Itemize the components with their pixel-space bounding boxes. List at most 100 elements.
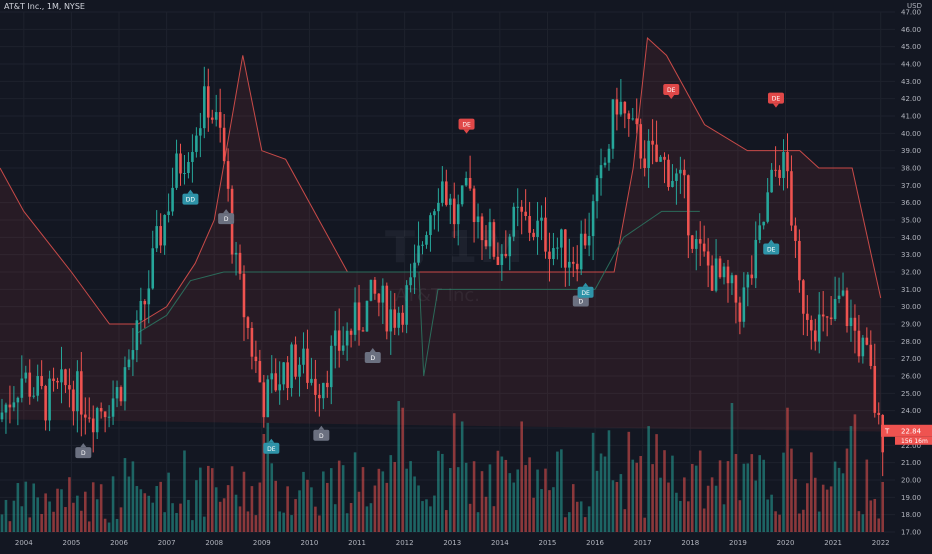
- volume-bar: [766, 499, 769, 532]
- volume-bar: [468, 503, 472, 532]
- event-marker: D: [75, 443, 92, 459]
- candle-body: [710, 265, 714, 291]
- volume-bar: [639, 456, 642, 532]
- marker-label: D: [370, 355, 375, 362]
- volume-bar: [401, 407, 404, 532]
- candle-body: [730, 275, 734, 284]
- volume-bar: [119, 507, 123, 532]
- volume-bar: [52, 511, 55, 532]
- candle-body: [123, 367, 127, 402]
- volume-bar: [861, 514, 865, 532]
- candle-body: [603, 162, 607, 166]
- candle-body: [203, 86, 206, 129]
- volume-bar: [833, 461, 837, 532]
- volume-bar: [242, 471, 246, 532]
- candle-body: [306, 348, 309, 383]
- candle-body: [806, 313, 809, 320]
- candle-body: [246, 317, 250, 328]
- volume-bar: [314, 506, 317, 532]
- candle-body: [611, 99, 615, 149]
- volume-bar: [611, 480, 615, 532]
- candle-body: [167, 211, 170, 216]
- candle-body: [516, 206, 520, 208]
- volume-bar: [520, 421, 523, 532]
- y-tick-label: 17.00: [901, 529, 921, 537]
- volume-bar: [191, 520, 194, 532]
- event-marker: D: [218, 209, 235, 225]
- volume-bar: [167, 472, 170, 532]
- candle-body: [857, 330, 861, 357]
- candle-body: [270, 373, 274, 380]
- volume-bar: [548, 490, 551, 532]
- volume-bar: [218, 501, 222, 532]
- y-tick-label: 28.00: [901, 338, 921, 346]
- candle-body: [365, 300, 369, 332]
- marker-badge: [458, 118, 475, 130]
- volume-bar: [730, 403, 734, 532]
- volume-bar: [20, 506, 24, 532]
- watermark-symbol: T, 1M: [385, 222, 526, 273]
- marker-label: D: [81, 450, 86, 457]
- candle-body: [698, 239, 702, 244]
- marker-badge: [218, 213, 235, 225]
- volume-bar: [508, 473, 512, 532]
- candle-body: [726, 266, 730, 284]
- x-tick-label: 2020: [777, 539, 795, 547]
- volume-bar: [421, 501, 424, 532]
- candle-body: [544, 217, 547, 252]
- volume-bar: [294, 499, 297, 532]
- volume-bar: [587, 506, 591, 532]
- volume-bar: [306, 479, 309, 532]
- candle-body: [512, 206, 516, 237]
- volume-bar: [456, 467, 460, 532]
- candle-body: [4, 404, 8, 413]
- candle-body: [187, 161, 190, 173]
- volume-bar: [353, 452, 357, 532]
- x-axis[interactable]: 2004 2005 2006 2007 2008 2009 2010 2011 2012 2013…: [0, 536, 895, 550]
- event-marker: DE: [577, 282, 594, 298]
- candle-body: [437, 202, 440, 212]
- volume-bar: [397, 401, 400, 532]
- volume-bar: [706, 485, 710, 532]
- volume-bar: [738, 500, 742, 532]
- candle-body: [607, 148, 611, 163]
- volume-bar: [441, 453, 444, 532]
- volume-bar: [179, 503, 182, 532]
- volume-bar: [635, 462, 639, 532]
- volume-bar: [99, 484, 103, 532]
- candle-body: [214, 112, 218, 120]
- candle-body: [0, 412, 4, 420]
- y-axis[interactable]: 17.0018.0019.0020.0021.0022.0023.0024.00…: [895, 0, 932, 550]
- volume-bar: [175, 512, 178, 532]
- candle-body: [802, 280, 805, 314]
- volume-bar: [540, 489, 543, 532]
- candle-body: [56, 380, 59, 383]
- volume-bar: [345, 513, 349, 532]
- volume-bar: [329, 468, 333, 532]
- volume-bar: [76, 495, 79, 532]
- candle-body: [702, 243, 706, 252]
- candle-body: [639, 124, 642, 159]
- candle-body: [84, 414, 87, 418]
- volume-bar: [290, 515, 293, 532]
- y-tick-label: 42.00: [901, 95, 921, 103]
- candle-body: [687, 175, 690, 236]
- volume-bar: [607, 430, 611, 532]
- volume-bar: [667, 482, 670, 532]
- candle-body: [80, 371, 83, 415]
- candle-body: [488, 222, 492, 247]
- candle-body: [254, 356, 258, 362]
- candle-body: [322, 382, 325, 399]
- x-tick-label: 2018: [681, 539, 699, 547]
- volume-bar: [853, 414, 857, 532]
- volume-bar: [91, 482, 95, 532]
- candle-body: [671, 180, 674, 187]
- volume-bar: [480, 471, 484, 532]
- marker-badge: [75, 447, 92, 459]
- volume-bar: [806, 483, 809, 532]
- currency-label: USD: [907, 2, 922, 10]
- candle-body: [119, 387, 123, 402]
